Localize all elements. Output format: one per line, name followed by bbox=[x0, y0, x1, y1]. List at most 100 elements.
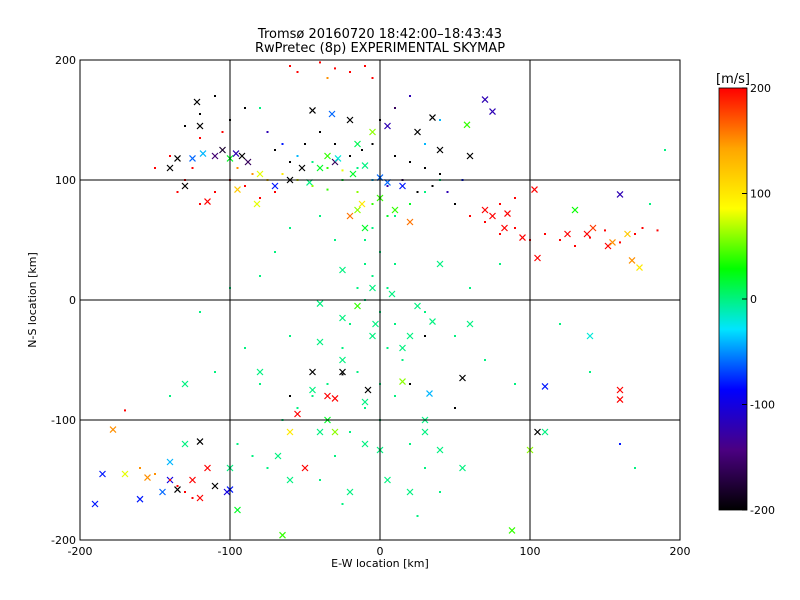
velocity-point-x bbox=[144, 474, 151, 482]
velocity-point-dot bbox=[356, 167, 359, 169]
velocity-point-x bbox=[346, 116, 354, 124]
velocity-point-x bbox=[339, 266, 346, 274]
velocity-point-dot bbox=[289, 161, 291, 163]
velocity-point-dot bbox=[244, 347, 246, 349]
velocity-point-dot bbox=[484, 221, 486, 223]
velocity-point-dot bbox=[394, 395, 396, 397]
velocity-point-dot bbox=[266, 131, 269, 133]
velocity-point-dot bbox=[394, 215, 396, 217]
velocity-point-dot bbox=[259, 275, 261, 277]
velocity-point-x bbox=[174, 154, 181, 162]
velocity-point-x bbox=[541, 428, 549, 436]
velocity-point-dot bbox=[386, 347, 389, 349]
velocity-point-x bbox=[271, 182, 279, 190]
velocity-point-dot bbox=[514, 227, 516, 229]
velocity-point-dot bbox=[349, 155, 351, 157]
velocity-point-x bbox=[166, 164, 174, 172]
velocity-point-dot bbox=[296, 71, 299, 73]
velocity-point-x bbox=[109, 426, 117, 434]
chart-title: Tromsø 20160720 18:42:00–18:43:43 bbox=[257, 27, 502, 42]
velocity-point-x bbox=[436, 146, 444, 154]
velocity-point-dot bbox=[296, 155, 299, 157]
velocity-point-x bbox=[589, 224, 597, 232]
velocity-point-x bbox=[309, 386, 316, 394]
velocity-point-x bbox=[399, 182, 406, 190]
velocity-point-dot bbox=[604, 229, 606, 232]
velocity-point-dot bbox=[424, 335, 426, 337]
colorbar-unit-label: [m/s] bbox=[716, 72, 750, 87]
velocity-point-x bbox=[181, 182, 189, 190]
velocity-point-dot bbox=[319, 131, 321, 133]
velocity-point-dot bbox=[334, 67, 336, 70]
velocity-point-x bbox=[274, 452, 282, 460]
velocity-point-x bbox=[196, 438, 204, 446]
velocity-point-dot bbox=[199, 203, 201, 205]
velocity-point-dot bbox=[154, 473, 156, 475]
velocity-point-dot bbox=[124, 409, 126, 412]
velocity-point-x bbox=[384, 476, 391, 484]
velocity-point-x bbox=[234, 506, 241, 514]
velocity-point-x bbox=[253, 200, 261, 208]
velocity-point-x bbox=[346, 212, 354, 220]
velocity-point-x bbox=[294, 410, 301, 418]
velocity-point-dot bbox=[454, 203, 456, 205]
velocity-point-dot bbox=[176, 191, 179, 193]
velocity-point-dot bbox=[349, 431, 351, 433]
velocity-point-x bbox=[211, 482, 219, 490]
velocity-point-x bbox=[489, 212, 496, 220]
velocity-point-x bbox=[331, 428, 339, 436]
velocity-point-x bbox=[369, 128, 376, 136]
velocity-point-x bbox=[414, 128, 421, 136]
velocity-point-x bbox=[436, 260, 444, 268]
velocity-point-x bbox=[361, 224, 369, 232]
velocity-point-x bbox=[459, 464, 466, 472]
velocity-point-x bbox=[232, 150, 240, 158]
velocity-point-x bbox=[372, 320, 379, 328]
velocity-point-dot bbox=[409, 443, 411, 445]
velocity-point-dot bbox=[289, 395, 291, 397]
velocity-point-x bbox=[406, 332, 414, 340]
velocity-point-dot bbox=[251, 173, 254, 175]
velocity-point-x bbox=[286, 476, 294, 484]
velocity-point-x bbox=[324, 392, 331, 400]
velocity-point-dot bbox=[274, 251, 276, 253]
velocity-point-dot bbox=[619, 443, 621, 445]
velocity-point-dot bbox=[634, 467, 636, 469]
velocity-point-dot bbox=[371, 203, 374, 205]
velocity-point-dot bbox=[289, 227, 291, 229]
velocity-point-dot bbox=[514, 197, 516, 199]
velocity-point-dot bbox=[484, 359, 486, 361]
velocity-point-x bbox=[571, 206, 579, 214]
velocity-point-x bbox=[534, 254, 541, 262]
velocity-point-dot bbox=[214, 191, 216, 193]
velocity-point-dot bbox=[656, 229, 659, 232]
velocity-point-dot bbox=[326, 188, 329, 191]
x-tick-label: -200 bbox=[68, 545, 93, 558]
velocity-point-dot bbox=[589, 236, 591, 239]
velocity-point-dot bbox=[424, 467, 426, 469]
velocity-point-x bbox=[406, 218, 414, 226]
velocity-point-dot bbox=[431, 185, 434, 187]
velocity-point-x bbox=[219, 146, 226, 154]
velocity-point-dot bbox=[176, 485, 179, 487]
velocity-point-x bbox=[244, 158, 252, 166]
velocity-point-x bbox=[463, 121, 471, 129]
x-tick-label: 0 bbox=[377, 545, 384, 558]
velocity-point-dot bbox=[349, 71, 351, 73]
velocity-point-dot bbox=[409, 95, 411, 97]
velocity-point-x bbox=[616, 386, 624, 394]
velocity-point-x bbox=[436, 446, 444, 454]
velocity-point-x bbox=[309, 106, 316, 114]
velocity-point-x bbox=[121, 470, 129, 478]
velocity-point-dot bbox=[191, 497, 194, 499]
axes: -200 -100 0 100 200 -200 -100 0 100 200 bbox=[51, 54, 690, 558]
velocity-point-x bbox=[99, 470, 106, 478]
velocity-point-x bbox=[406, 488, 414, 496]
y-tick-label: 0 bbox=[69, 294, 76, 307]
velocity-point-x bbox=[181, 440, 189, 448]
colorbar-tick-label: -200 bbox=[750, 504, 775, 517]
velocity-point-x bbox=[324, 152, 331, 160]
velocity-point-dot bbox=[326, 383, 329, 385]
velocity-point-x bbox=[421, 428, 429, 436]
